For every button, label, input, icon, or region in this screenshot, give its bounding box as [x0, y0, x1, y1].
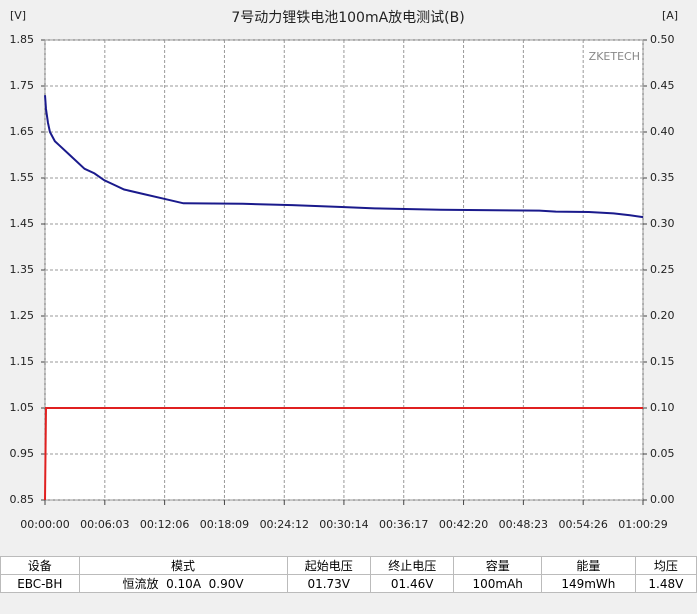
- x-tick-label: 00:18:09: [200, 518, 249, 531]
- x-tick-label: 00:24:12: [260, 518, 309, 531]
- y2-tick-label: 0.05: [650, 447, 675, 460]
- header-cell: 模式: [78, 556, 288, 575]
- x-tick-label: 00:30:14: [319, 518, 368, 531]
- x-tick-label: 00:06:03: [80, 518, 129, 531]
- header-cell: 容量: [453, 556, 542, 575]
- y2-tick-label: 0.00: [650, 493, 675, 506]
- x-tick-label: 00:00:00: [20, 518, 69, 531]
- y-tick-label: 1.45: [10, 217, 35, 230]
- header-cell: 能量: [540, 556, 636, 575]
- table-row: 设备 模式 起始电压 终止电压 容量 能量 均压: [0, 556, 697, 575]
- x-tick-label: 00:42:20: [439, 518, 488, 531]
- header-cell: 起始电压: [286, 556, 371, 575]
- x-tick-label: 01:00:29: [618, 518, 667, 531]
- cell: 恒流放 0.10A 0.90V: [78, 574, 288, 593]
- y-tick-label: 1.85: [10, 33, 35, 46]
- cell: 01.46V: [369, 574, 455, 593]
- cell: 01.73V: [286, 574, 371, 593]
- y2-tick-label: 0.15: [650, 355, 675, 368]
- y-tick-label: 1.05: [10, 401, 35, 414]
- y2-tick-label: 0.10: [650, 401, 675, 414]
- y2-tick-label: 0.20: [650, 309, 675, 322]
- header-cell: 设备: [0, 556, 80, 575]
- brand: ZKETECH: [589, 50, 640, 63]
- data-line: [44, 95, 644, 219]
- data-line: [44, 407, 643, 501]
- y-tick-label: 1.65: [10, 125, 35, 138]
- y-tick-label: 1.35: [10, 263, 35, 276]
- y-axis-label: [V]: [10, 9, 26, 22]
- cell: 1.48V: [634, 574, 697, 593]
- y2-tick-label: 0.35: [650, 171, 675, 184]
- y-tick-label: 1.25: [10, 309, 35, 322]
- y2-tick-label: 0.40: [650, 125, 675, 138]
- y2-tick-label: 0.25: [650, 263, 675, 276]
- y-tick-label: 1.15: [10, 355, 35, 368]
- x-tick-label: 00:54:26: [558, 518, 607, 531]
- y2-axis-label: [A]: [662, 9, 678, 22]
- chart-title: 7号动力锂铁电池100mA放电测试(B): [231, 10, 464, 26]
- cell: 100mAh: [453, 574, 542, 593]
- header-cell: 均压: [634, 556, 697, 575]
- x-tick-label: 00:36:17: [379, 518, 428, 531]
- table-row: EBC-BH 恒流放 0.10A 0.90V 01.73V 01.46V 100mAh 1…: [0, 574, 697, 593]
- x-tick-label: 00:12:06: [140, 518, 189, 531]
- y2-tick-label: 0.30: [650, 217, 675, 230]
- y2-tick-label: 0.50: [650, 33, 675, 46]
- y-tick-label: 0.85: [10, 493, 35, 506]
- y-tick-label: 1.55: [10, 171, 35, 184]
- summary-table: 设备 模式 起始电压 终止电压 容量 能量 均压 EBC-BH 恒流放 0.10A 0.90V 0…: [0, 556, 697, 593]
- chart: 7号动力锂铁电池100mA放电测试(B) [V] [A] ZKETECH 1.8…: [9, 9, 679, 531]
- cell: EBC-BH: [0, 574, 80, 593]
- y-tick-label: 0.95: [10, 447, 35, 460]
- y-tick-label: 1.75: [10, 79, 35, 92]
- y2-tick-label: 0.45: [650, 79, 675, 92]
- header-cell: 终止电压: [369, 556, 455, 575]
- cell: 149mWh: [540, 574, 636, 593]
- x-tick-label: 00:48:23: [499, 518, 548, 531]
